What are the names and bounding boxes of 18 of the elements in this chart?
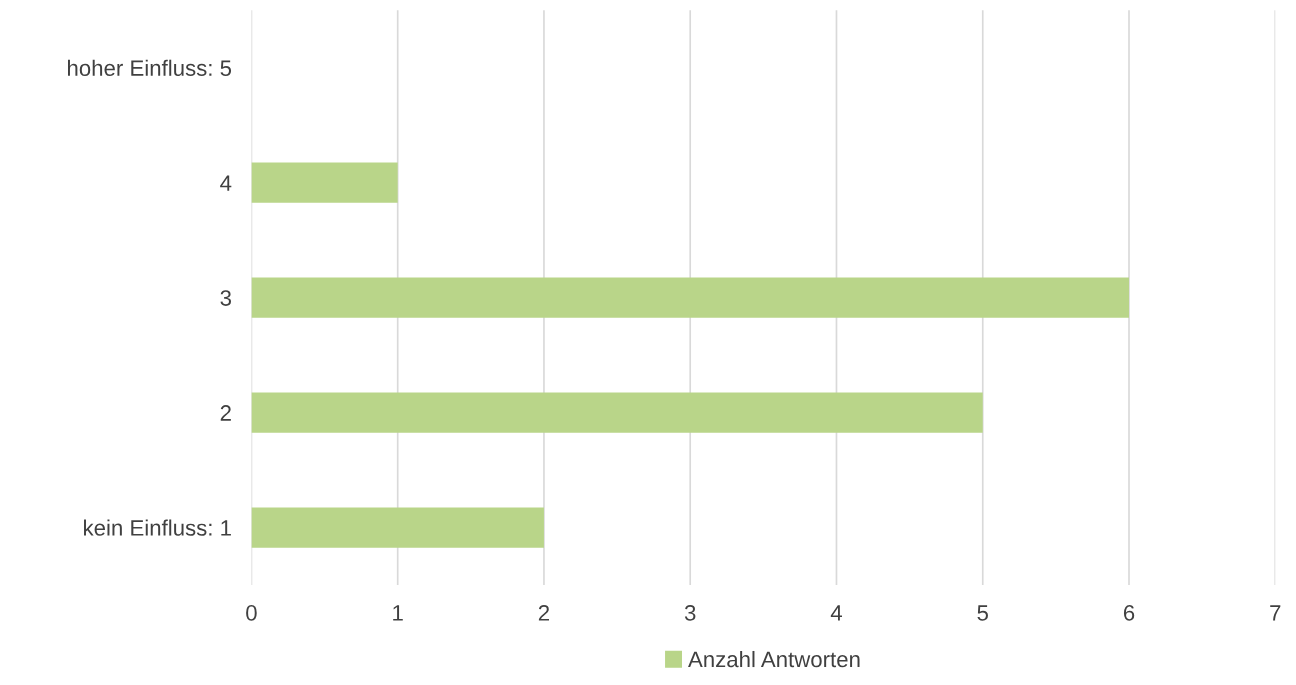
y-tick-label: hoher Einfluss: 5 <box>68 59 232 77</box>
y-tick-label: 2 <box>220 405 231 421</box>
x-tick-label: 7 <box>1270 605 1281 621</box>
bar <box>251 162 398 203</box>
x-tick-label: 4 <box>830 605 842 621</box>
bar <box>251 392 983 433</box>
y-tick-label: 4 <box>220 175 232 191</box>
x-tick-label: 3 <box>684 605 696 621</box>
y-tick-label: kein Einfluss: 1 <box>84 519 231 536</box>
x-tick-label: 0 <box>246 605 257 621</box>
x-tick-label: 1 <box>393 605 403 621</box>
x-tick-label: 6 <box>1123 605 1135 621</box>
x-tick-label: 2 <box>538 605 550 621</box>
bar <box>251 277 1129 318</box>
legend-label: Anzahl Antworten <box>688 650 860 668</box>
y-tick-label: 3 <box>220 290 231 306</box>
x-tick-label: 5 <box>977 605 988 621</box>
bar <box>251 507 544 548</box>
